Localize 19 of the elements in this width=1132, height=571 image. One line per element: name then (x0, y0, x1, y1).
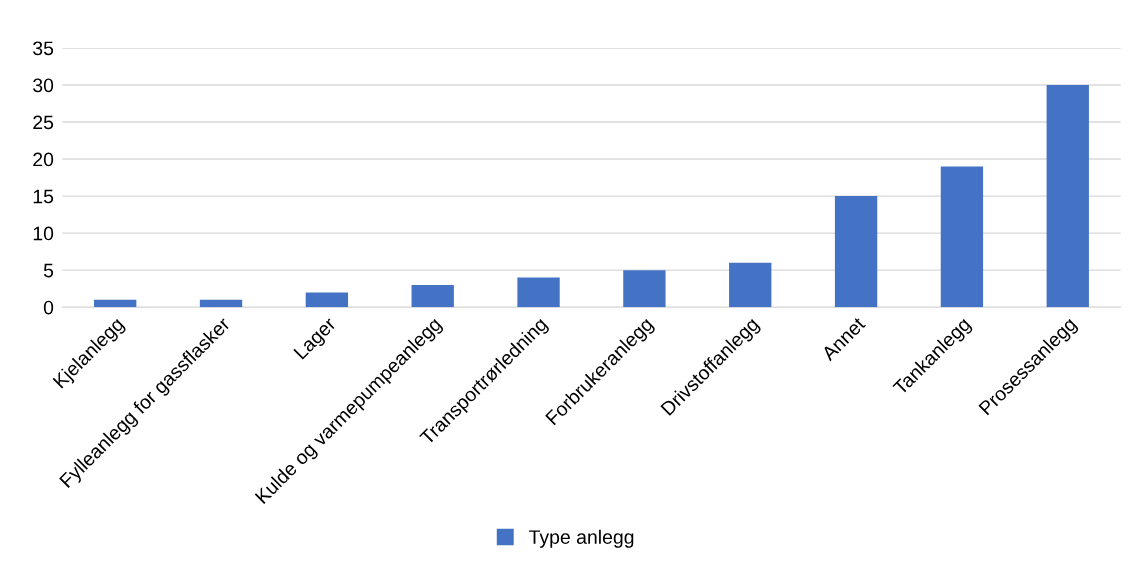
y-tick-label: 5 (43, 263, 54, 278)
bar (623, 270, 666, 308)
bar (940, 166, 984, 308)
y-tick-label: 20 (33, 152, 54, 167)
bar (1046, 85, 1089, 308)
bar (517, 277, 560, 308)
bar (305, 292, 349, 308)
y-tick-label: 30 (33, 78, 54, 93)
bar (411, 284, 454, 308)
legend-label: Type anlegg (529, 529, 634, 548)
y-tick-label: 15 (33, 189, 54, 204)
y-tick-label: 0 (43, 300, 54, 315)
bar (199, 299, 243, 308)
y-tick-label: 10 (33, 226, 54, 241)
bar (729, 262, 772, 308)
bar (834, 196, 878, 308)
bar (94, 299, 137, 308)
y-tick-label: 35 (33, 41, 54, 56)
y-tick-label: 25 (33, 115, 54, 130)
